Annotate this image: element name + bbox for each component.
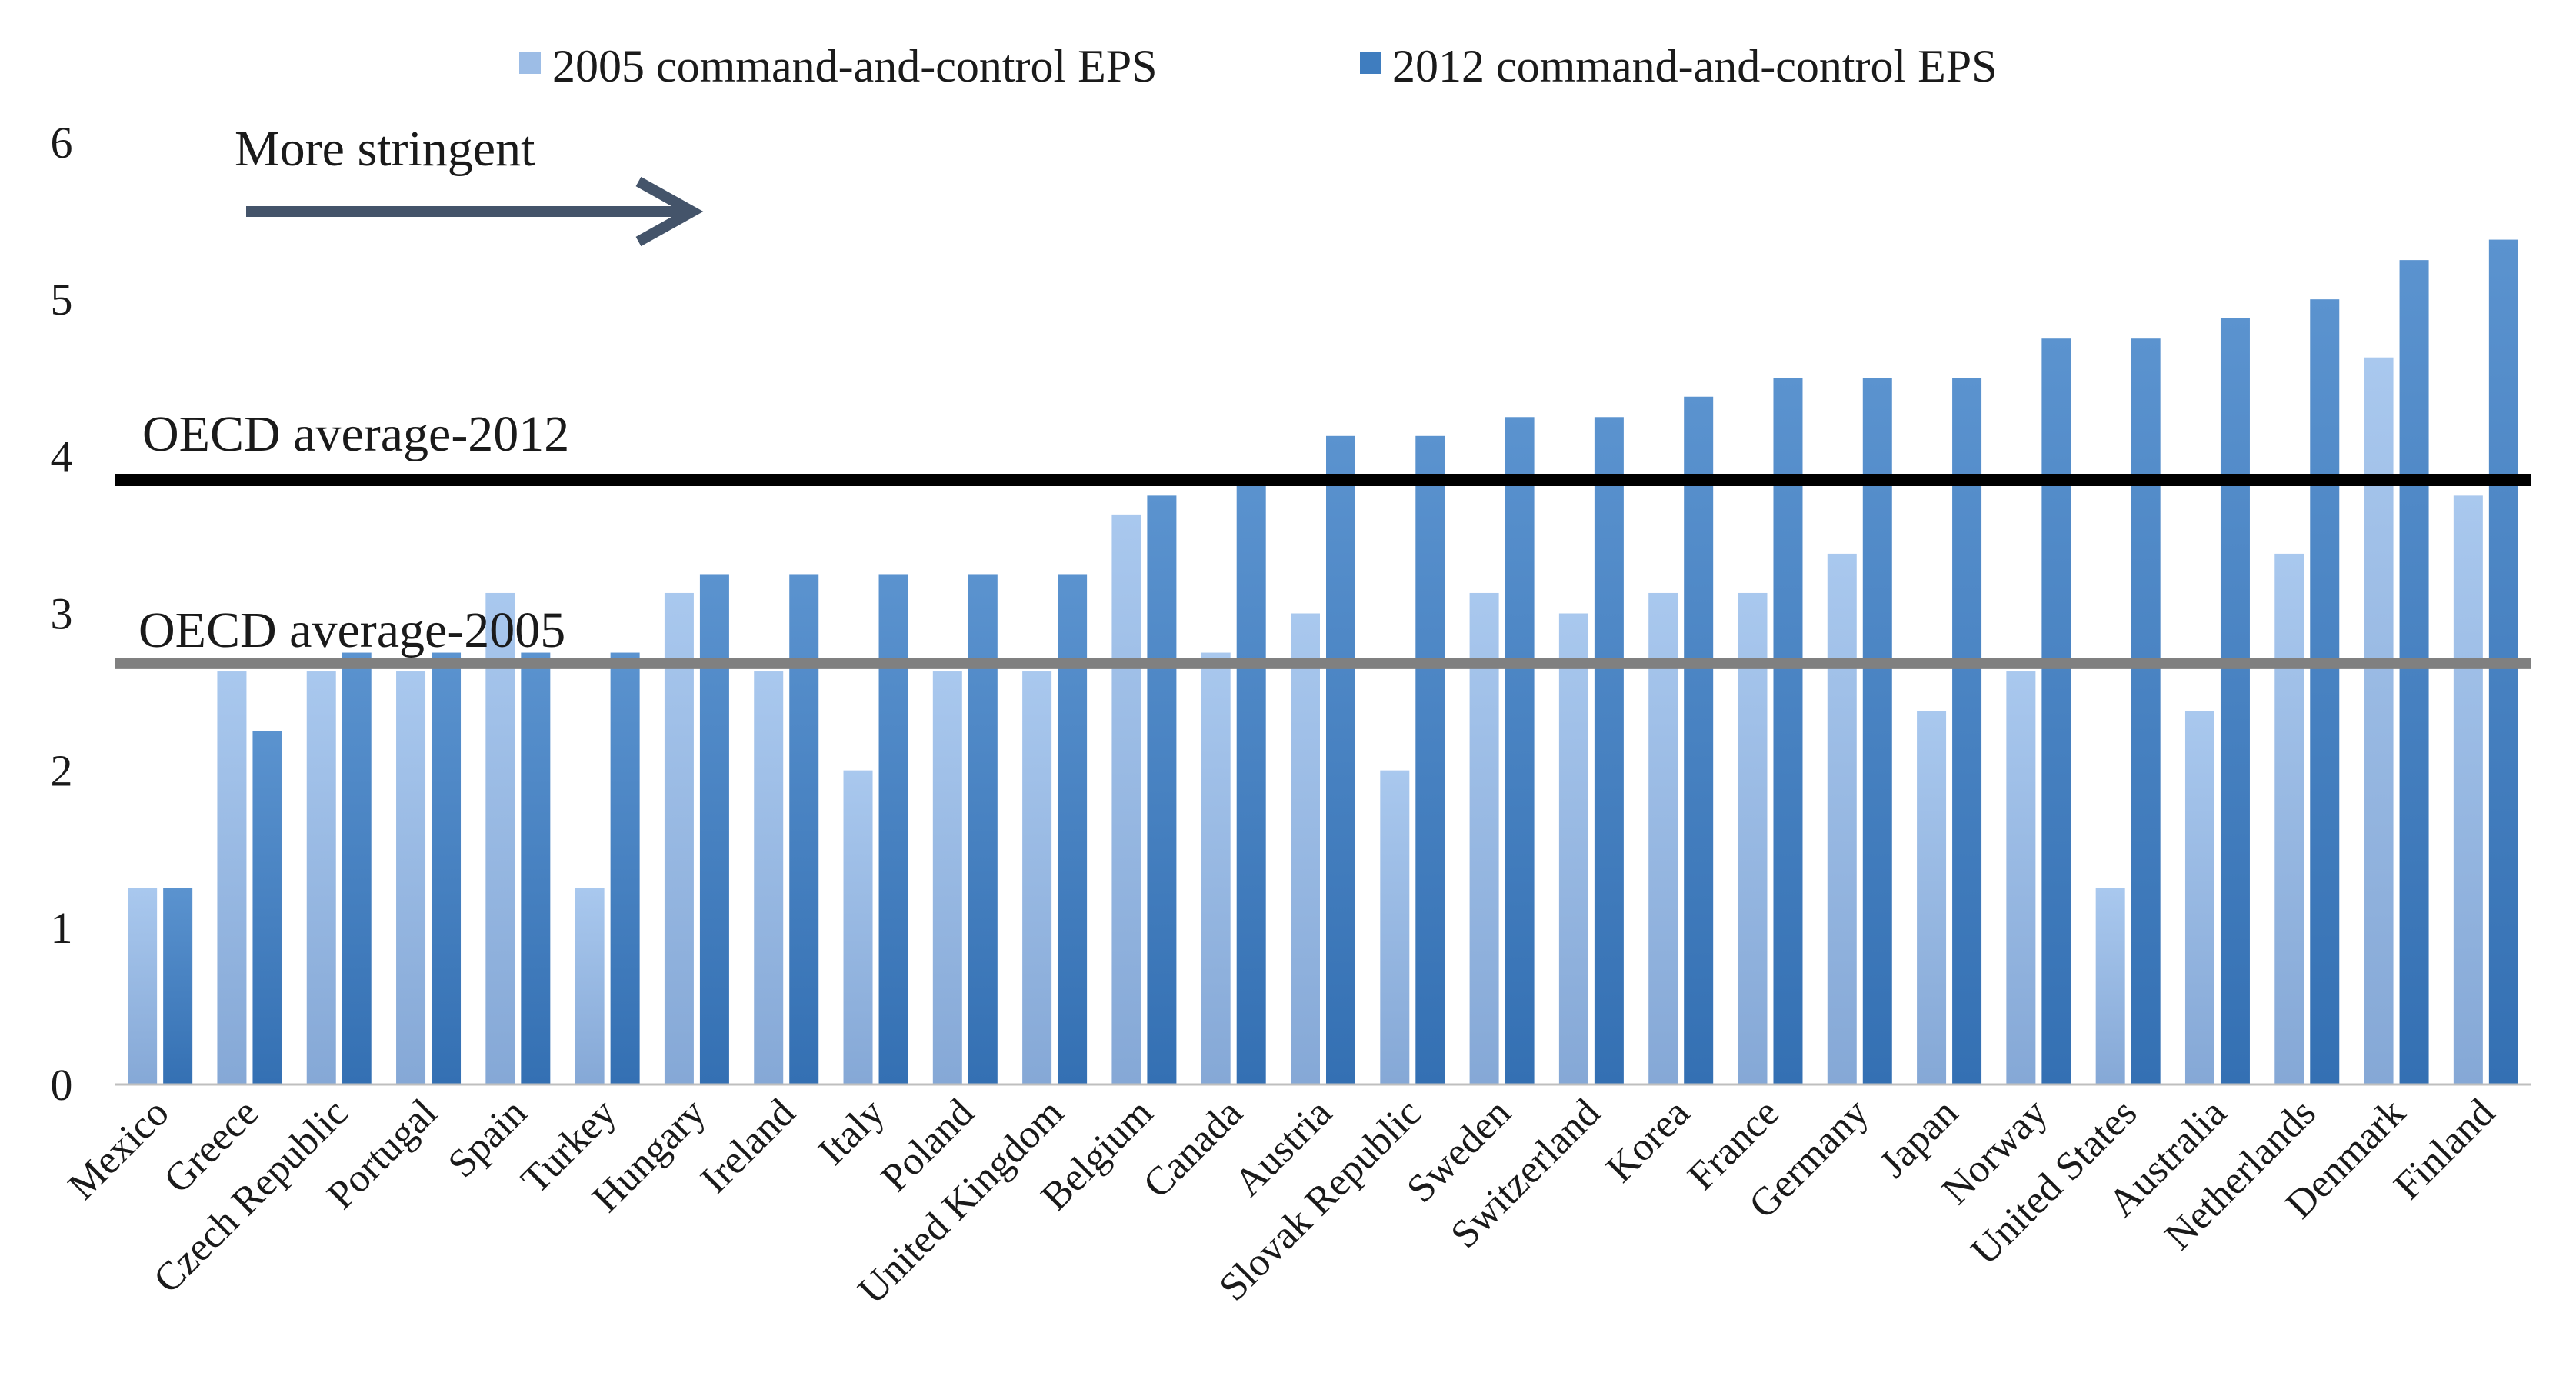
bar-2012-japan [1952,378,1982,1084]
y-tick-label: 0 [51,1060,73,1110]
bar-2012-denmark [2399,260,2429,1084]
bar-2012-turkey [610,652,640,1084]
bar-2012-mexico [163,888,193,1084]
y-tick-label: 1 [51,903,73,953]
bar-2005-australia [2184,711,2214,1084]
bar-2012-slovak-republic [1415,435,1445,1084]
bar-2005-canada [1201,652,1231,1084]
bar-2005-sweden [1469,592,1499,1084]
bar-2012-norway [2041,338,2071,1084]
bar-2012-spain [521,652,551,1084]
bar-2005-hungary [664,592,694,1084]
bar-2005-belgium [1111,514,1141,1084]
y-tick-label: 4 [51,431,73,481]
bar-2005-czech-republic [306,671,336,1084]
bar-2012-belgium [1147,495,1177,1084]
bar-2005-france [1738,592,1768,1084]
bar-2012-canada [1236,475,1266,1084]
y-tick-label: 6 [51,118,73,168]
bar-2012-united-states [2131,338,2161,1084]
legend-label: 2012 command-and-control EPS [1392,41,1998,92]
bar-2012-germany [1862,378,1892,1084]
y-tick-label: 3 [51,589,73,639]
bar-2012-sweden [1505,417,1535,1084]
bar-2005-switzerland [1558,613,1588,1084]
bar-2005-italy [843,770,873,1084]
reference-line-label: OECD average-2012 [142,406,569,462]
bar-2005-germany [1827,553,1857,1084]
category-label: Korea [1598,1091,1698,1191]
bar-2012-australia [2220,318,2250,1085]
bar-2012-switzerland [1594,417,1624,1084]
bar-2005-denmark [2364,357,2394,1084]
bar-2005-finland [2453,495,2483,1084]
y-tick-label: 2 [51,746,73,796]
category-label: Canada [1135,1091,1251,1207]
bar-2012-portugal [432,652,462,1084]
bar-2012-austria [1326,435,1355,1084]
bar-2005-united-kingdom [1022,671,1052,1084]
bar-2005-ireland [754,671,784,1084]
reference-line-label: OECD average-2005 [138,602,565,658]
bar-2005-spain [485,592,515,1084]
bars-layer [128,239,2518,1085]
category-label: Finland [2386,1091,2504,1208]
bar-2012-hungary [699,574,729,1084]
stringency-annotation: More stringent [235,121,704,247]
bar-2012-united-kingdom [1058,574,1088,1084]
bar-2005-austria [1291,613,1320,1084]
reference-lines-layer: OECD average-2012 OECD average-2005 [115,406,2531,669]
bar-2005-norway [2006,671,2036,1084]
more-stringent-label: More stringent [235,121,535,177]
bar-2012-italy [878,574,908,1084]
legend: 2005 command-and-control EPS 2012 command… [519,41,1998,92]
bar-2005-japan [1917,711,1947,1084]
y-tick-label: 5 [51,275,73,325]
bar-2005-greece [217,671,247,1084]
bar-2005-turkey [575,888,605,1084]
category-label: Ireland [692,1091,803,1201]
bar-2012-korea [1684,396,1714,1084]
bar-2005-poland [932,671,962,1084]
legend-swatch-2012 [1360,52,1381,74]
bar-2012-france [1773,378,1803,1084]
bar-2012-greece [252,731,282,1084]
legend-swatch-2005 [519,52,541,74]
bar-2012-czech-republic [342,652,372,1084]
category-label: Mexico [60,1091,178,1208]
arrow-head-icon [635,176,704,247]
legend-label: 2005 command-and-control EPS [552,41,1158,92]
bar-2012-netherlands [2310,299,2340,1085]
bar-2005-korea [1648,592,1678,1084]
bar-2005-mexico [128,888,158,1084]
bar-2005-netherlands [2274,553,2304,1084]
bar-2012-poland [968,574,998,1084]
bar-2005-portugal [396,671,426,1084]
bar-2012-ireland [789,574,819,1084]
bar-2005-slovak-republic [1380,770,1410,1084]
bar-2005-united-states [2095,888,2125,1084]
